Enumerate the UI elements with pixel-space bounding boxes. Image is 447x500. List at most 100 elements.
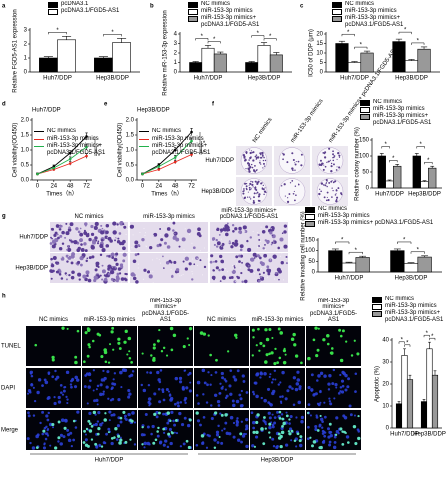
invasion-image bbox=[130, 252, 209, 284]
nucleus bbox=[27, 414, 31, 418]
error-bar bbox=[421, 255, 429, 258]
nucleus bbox=[103, 441, 107, 445]
cell bbox=[67, 255, 72, 260]
cell bbox=[213, 260, 215, 263]
tunel-positive bbox=[174, 419, 178, 422]
pore bbox=[224, 268, 226, 270]
colony bbox=[318, 192, 321, 196]
cell bbox=[238, 254, 241, 258]
tunel-positive bbox=[271, 337, 274, 340]
cell bbox=[120, 277, 125, 281]
nucleus bbox=[65, 395, 68, 398]
series-line bbox=[37, 155, 87, 175]
nucleus bbox=[270, 421, 273, 424]
colony bbox=[249, 149, 251, 151]
tunel-positive bbox=[124, 440, 128, 444]
nucleus bbox=[62, 389, 66, 393]
legend-entry: miR-153-3p mimics+ pcDNA3.1/FGD5-AS1 bbox=[372, 310, 447, 323]
pore bbox=[152, 259, 154, 261]
cell bbox=[269, 231, 273, 235]
y-tick-label: 10 bbox=[316, 51, 323, 57]
tunel-positive bbox=[352, 424, 357, 429]
legend-label: NC mimics bbox=[318, 206, 347, 212]
colony bbox=[294, 169, 296, 171]
significance-mark: * bbox=[201, 34, 204, 40]
nucleus bbox=[327, 388, 331, 391]
nucleus bbox=[205, 401, 209, 404]
x-tick-label: Huh7/DDP bbox=[335, 276, 364, 282]
pore bbox=[179, 275, 181, 277]
error-bar bbox=[422, 399, 426, 402]
nucleus bbox=[209, 383, 212, 386]
significance-bracket bbox=[207, 41, 221, 44]
nucleus bbox=[214, 371, 218, 374]
legend-label: NC mimics bbox=[385, 296, 414, 302]
nucleus bbox=[185, 386, 189, 390]
nucleus bbox=[110, 441, 114, 446]
bar bbox=[385, 180, 394, 189]
legend-swatch bbox=[34, 131, 44, 135]
nucleus bbox=[43, 378, 47, 382]
pore bbox=[88, 222, 90, 224]
nucleus bbox=[84, 438, 88, 442]
colony bbox=[264, 187, 266, 189]
cell bbox=[79, 232, 84, 237]
nucleus bbox=[92, 389, 95, 392]
colony bbox=[330, 170, 333, 173]
nucleus bbox=[169, 441, 173, 446]
nucleus bbox=[29, 441, 32, 445]
point bbox=[68, 157, 72, 161]
nucleus bbox=[101, 421, 104, 425]
nucleus bbox=[323, 374, 327, 378]
legend-swatch bbox=[34, 138, 44, 143]
tunel-positive bbox=[317, 327, 320, 330]
pore bbox=[220, 238, 222, 240]
nucleus bbox=[206, 383, 209, 387]
chart-title: Hep3B/DDP bbox=[137, 108, 170, 114]
legend-swatch bbox=[48, 8, 58, 15]
pore bbox=[181, 274, 183, 276]
tunel-positive bbox=[263, 416, 266, 419]
cell bbox=[70, 254, 75, 259]
nucleus bbox=[295, 445, 298, 448]
nucleus bbox=[266, 387, 271, 391]
nucleus bbox=[196, 380, 201, 385]
bar bbox=[417, 48, 431, 73]
nucleus bbox=[245, 424, 249, 428]
nucleus bbox=[57, 440, 60, 443]
nucleus bbox=[45, 414, 49, 418]
legend-label: miR-153-3p mimics bbox=[345, 8, 397, 15]
nucleus bbox=[44, 380, 49, 385]
pore bbox=[77, 233, 79, 235]
nucleus bbox=[59, 433, 64, 437]
nucleus bbox=[69, 431, 73, 435]
cell bbox=[116, 272, 120, 276]
legend-entry: miR-153-3p mimics+ pcDNA3.1/FGD5-AS1 bbox=[332, 15, 446, 28]
nucleus bbox=[319, 371, 324, 375]
tunel-positive bbox=[257, 327, 260, 331]
cell bbox=[115, 279, 119, 283]
significance-mark: * bbox=[203, 141, 206, 147]
tunel-positive bbox=[88, 345, 91, 349]
colony bbox=[251, 183, 254, 186]
tunel-positive bbox=[124, 329, 128, 334]
colony bbox=[334, 180, 337, 183]
significance-bracket bbox=[48, 32, 67, 35]
row-label: Merge bbox=[1, 428, 19, 434]
nucleus bbox=[169, 396, 174, 401]
nucleus bbox=[329, 430, 333, 434]
tunel-positive bbox=[235, 336, 238, 339]
fluorescence-image bbox=[82, 326, 137, 366]
legend-swatch bbox=[139, 138, 149, 143]
tunel-positive bbox=[170, 430, 173, 434]
nucleus bbox=[215, 433, 220, 437]
tunel-positive bbox=[82, 441, 86, 444]
tunel-positive bbox=[306, 411, 310, 415]
nucleus bbox=[298, 443, 303, 448]
nucleus bbox=[196, 419, 201, 423]
fluorescence-image bbox=[250, 326, 305, 366]
cell bbox=[118, 232, 122, 235]
colony bbox=[326, 191, 329, 194]
cell bbox=[105, 224, 110, 228]
